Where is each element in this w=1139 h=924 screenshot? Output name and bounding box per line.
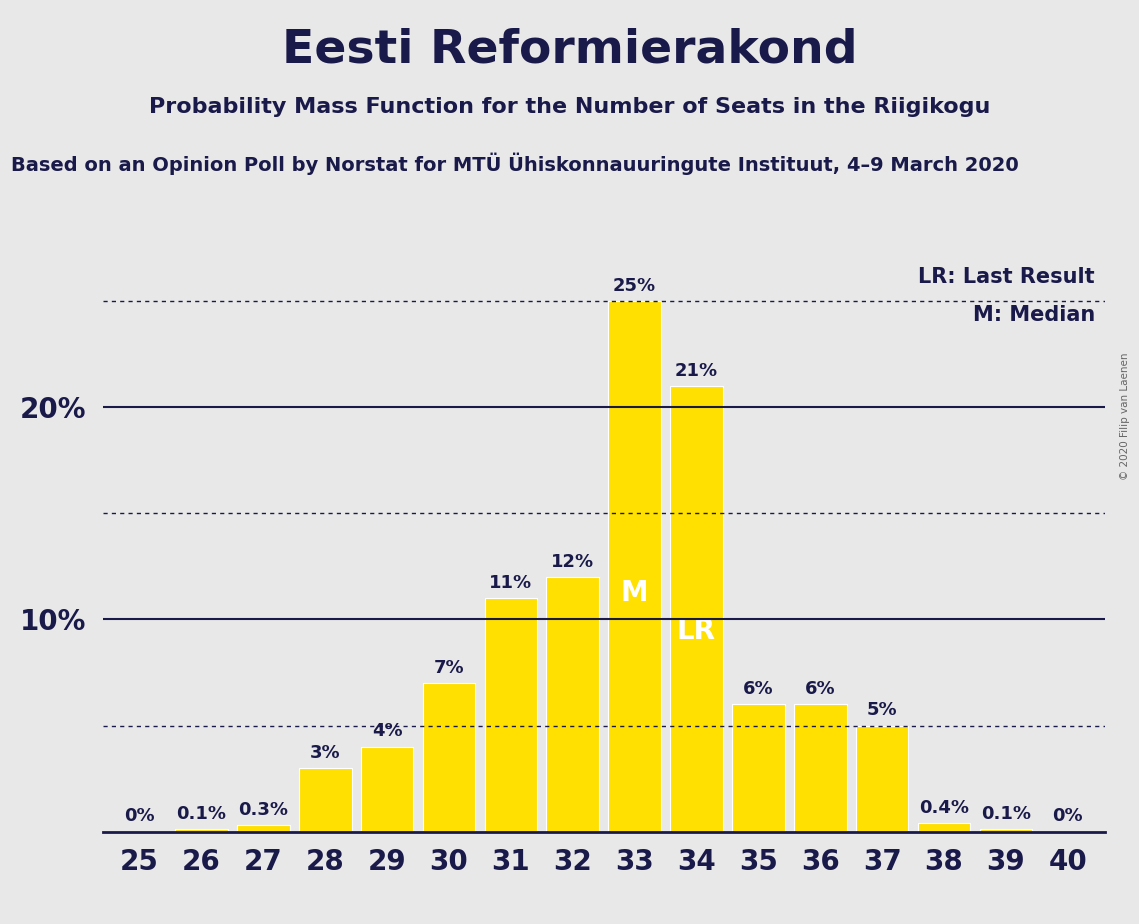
Text: 6%: 6% [743,680,773,698]
Text: 6%: 6% [805,680,836,698]
Text: 12%: 12% [551,553,595,571]
Bar [608,301,661,832]
Text: 0%: 0% [124,808,155,825]
Bar [361,747,413,832]
Text: 21%: 21% [675,361,718,380]
Bar [175,830,228,832]
Text: LR: Last Result: LR: Last Result [918,267,1095,287]
Bar [918,823,970,832]
Text: LR: LR [677,617,716,645]
Text: M: M [621,579,648,607]
Bar [298,768,352,832]
Bar [855,725,909,832]
Text: 0.3%: 0.3% [238,801,288,819]
Text: 4%: 4% [371,723,402,740]
Bar [732,704,785,832]
Text: 3%: 3% [310,744,341,761]
Text: Eesti Reformierakond: Eesti Reformierakond [281,28,858,73]
Text: Probability Mass Function for the Number of Seats in the Riigikogu: Probability Mass Function for the Number… [149,97,990,117]
Bar [237,825,289,832]
Text: 0.1%: 0.1% [177,805,227,823]
Bar [980,830,1032,832]
Text: 5%: 5% [867,701,898,719]
Text: Based on an Opinion Poll by Norstat for MTÜ Ühiskonnauuringute Instituut, 4–9 Ma: Based on an Opinion Poll by Norstat for … [11,152,1019,175]
Text: M: Median: M: Median [973,305,1095,324]
Text: 0.4%: 0.4% [919,798,969,817]
Text: 0.1%: 0.1% [981,805,1031,823]
Text: 11%: 11% [490,574,532,592]
Bar [547,577,599,832]
Bar [484,598,538,832]
Text: 0%: 0% [1052,808,1083,825]
Bar [794,704,846,832]
Bar [670,386,723,832]
Text: © 2020 Filip van Laenen: © 2020 Filip van Laenen [1120,352,1130,480]
Bar [423,683,475,832]
Text: 7%: 7% [434,659,465,676]
Text: 25%: 25% [613,277,656,295]
